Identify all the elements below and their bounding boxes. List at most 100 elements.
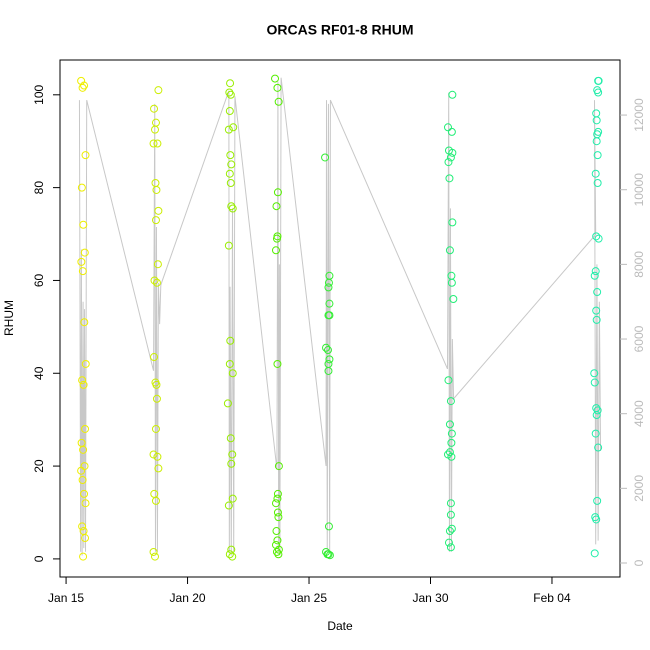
point bbox=[445, 174, 454, 183]
point bbox=[448, 148, 457, 157]
point bbox=[224, 501, 233, 510]
x-tick-label: Feb 04 bbox=[533, 591, 571, 605]
point bbox=[226, 336, 235, 345]
point bbox=[271, 74, 280, 83]
point bbox=[445, 420, 454, 429]
point bbox=[78, 376, 87, 385]
point bbox=[151, 216, 160, 225]
point bbox=[591, 429, 600, 438]
point bbox=[150, 552, 159, 561]
point bbox=[591, 169, 600, 178]
point bbox=[274, 550, 283, 559]
y-tick-label: 80 bbox=[32, 181, 46, 195]
point bbox=[228, 450, 237, 459]
point bbox=[592, 137, 601, 146]
point bbox=[592, 315, 601, 324]
point bbox=[81, 499, 90, 508]
point bbox=[78, 476, 87, 485]
point bbox=[273, 536, 282, 545]
point bbox=[80, 489, 89, 498]
point bbox=[448, 218, 457, 227]
point bbox=[151, 496, 160, 505]
point bbox=[592, 116, 601, 125]
point bbox=[447, 438, 456, 447]
point bbox=[322, 343, 331, 352]
point bbox=[593, 288, 602, 297]
point bbox=[324, 522, 333, 531]
point bbox=[228, 204, 237, 213]
point bbox=[323, 346, 332, 355]
point bbox=[153, 452, 162, 461]
y2-tick-label: 2000 bbox=[632, 475, 646, 502]
point bbox=[272, 527, 281, 536]
point bbox=[592, 306, 601, 315]
point bbox=[80, 318, 89, 327]
point bbox=[78, 522, 87, 531]
point bbox=[446, 499, 455, 508]
point bbox=[444, 158, 453, 167]
point bbox=[224, 125, 233, 134]
point bbox=[325, 551, 334, 560]
point bbox=[592, 515, 601, 524]
point bbox=[324, 550, 333, 559]
point bbox=[590, 271, 599, 280]
point bbox=[590, 378, 599, 387]
point bbox=[272, 202, 281, 211]
y2-tick-label: 6000 bbox=[632, 325, 646, 352]
point bbox=[324, 283, 333, 292]
point bbox=[154, 206, 163, 215]
y-tick-label: 100 bbox=[32, 84, 46, 104]
y2-tick-label: 0 bbox=[632, 559, 646, 566]
point bbox=[227, 160, 236, 169]
point bbox=[593, 178, 602, 187]
point bbox=[225, 107, 234, 116]
point bbox=[592, 109, 601, 118]
point bbox=[591, 267, 600, 276]
point bbox=[152, 380, 161, 389]
y-axis-label: RHUM bbox=[2, 300, 16, 336]
point bbox=[150, 353, 159, 362]
point bbox=[271, 246, 280, 255]
point bbox=[445, 246, 454, 255]
y-tick-label: 0 bbox=[32, 555, 46, 562]
point bbox=[79, 380, 88, 389]
point bbox=[226, 151, 235, 160]
point bbox=[444, 538, 453, 547]
point bbox=[80, 81, 89, 90]
point bbox=[325, 311, 334, 320]
point bbox=[592, 232, 601, 241]
x-tick-label: Jan 15 bbox=[48, 591, 84, 605]
plot-box bbox=[59, 59, 621, 578]
point bbox=[325, 355, 334, 364]
point bbox=[78, 267, 87, 276]
point bbox=[446, 543, 455, 552]
point bbox=[449, 295, 458, 304]
x-tick-label: Jan 20 bbox=[170, 591, 206, 605]
point bbox=[445, 527, 454, 536]
point bbox=[153, 139, 162, 148]
point bbox=[225, 359, 234, 368]
point bbox=[151, 178, 160, 187]
point bbox=[594, 76, 603, 85]
point bbox=[446, 510, 455, 519]
point bbox=[274, 462, 283, 471]
point bbox=[78, 83, 87, 92]
point bbox=[271, 499, 280, 508]
point bbox=[81, 359, 90, 368]
y-tick-label: 40 bbox=[32, 366, 46, 380]
point bbox=[228, 494, 237, 503]
x-tick-label: Jan 30 bbox=[412, 591, 448, 605]
point bbox=[447, 452, 456, 461]
y2-tick-label: 12000 bbox=[632, 98, 646, 132]
point bbox=[446, 397, 455, 406]
point bbox=[150, 489, 159, 498]
point bbox=[150, 104, 159, 113]
point bbox=[149, 547, 158, 556]
point bbox=[229, 123, 238, 132]
point bbox=[594, 443, 603, 452]
point bbox=[273, 83, 282, 92]
point bbox=[152, 185, 161, 194]
point bbox=[152, 278, 161, 287]
point bbox=[272, 234, 281, 243]
point bbox=[273, 359, 282, 368]
